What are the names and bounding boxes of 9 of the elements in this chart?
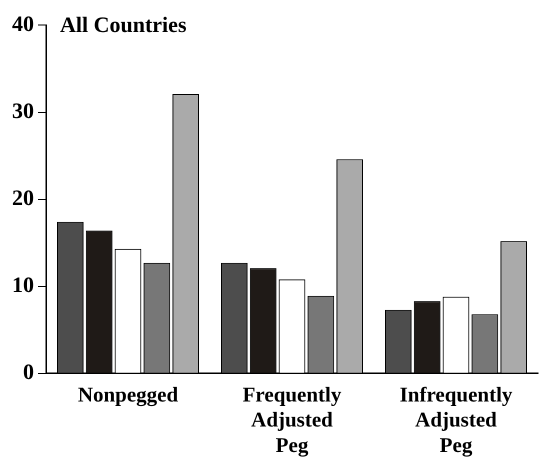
y-tick-label: 20	[12, 184, 34, 210]
chart-title: All Countries	[60, 12, 187, 37]
x-tick-label: Nonpegged	[78, 382, 178, 406]
y-tick-label: 40	[12, 10, 34, 36]
y-tick-label: 30	[12, 98, 34, 123]
x-tick-label: Infrequently Adjusted Peg	[400, 382, 513, 457]
y-tick-label: 10	[12, 272, 34, 298]
x-tick-label: Frequently Adjusted Peg	[242, 382, 342, 457]
y-tick-label: 0	[23, 359, 34, 384]
